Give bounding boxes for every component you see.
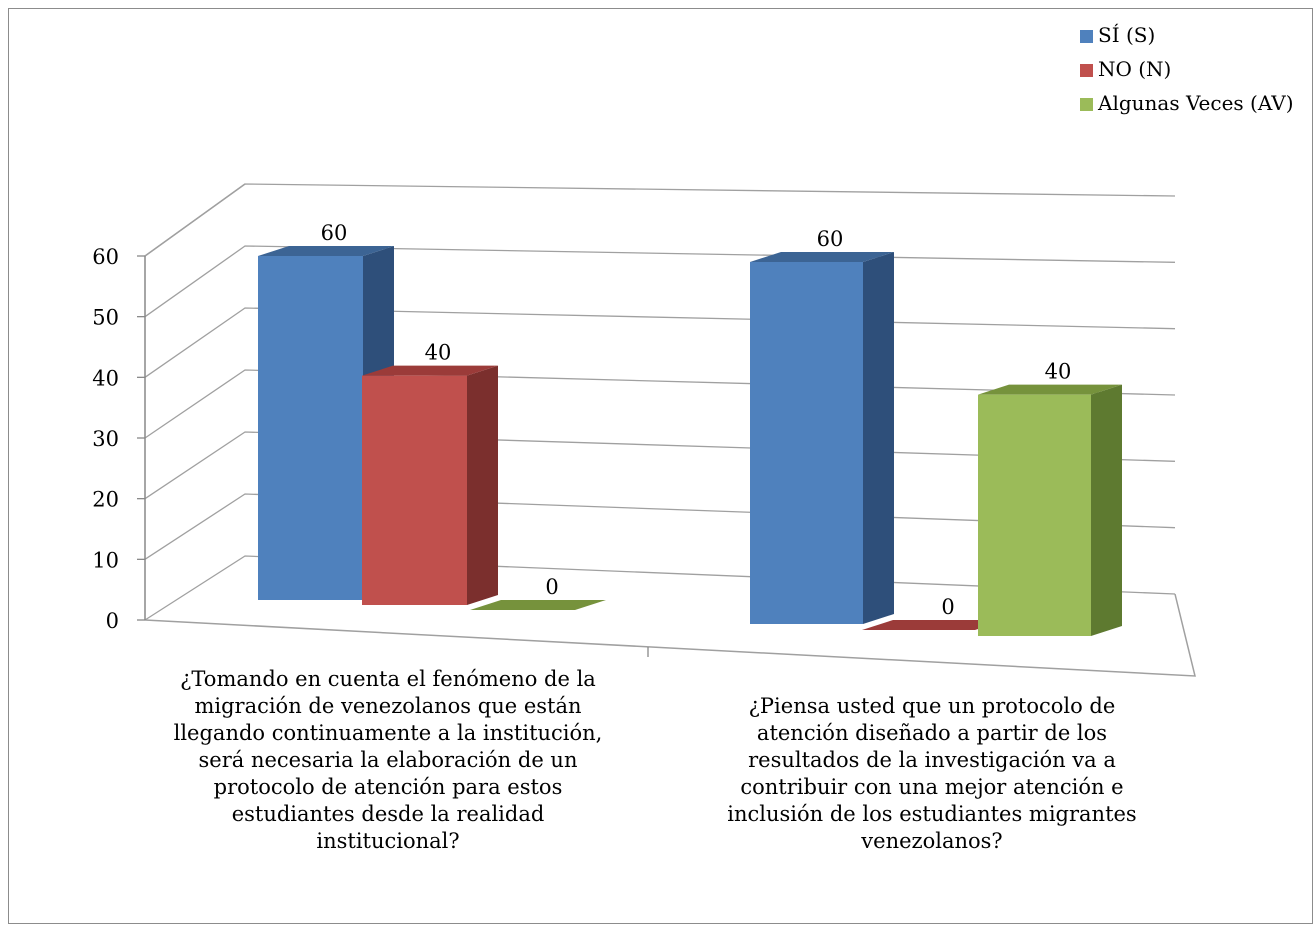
y-tick-label: 30 [92,427,119,451]
category-label-line: venezolanos? [861,829,1003,853]
bar-side [467,365,498,605]
bar-front [978,394,1091,636]
bar-side [863,252,894,624]
bar-top [750,252,894,262]
legend-swatch-no [1080,64,1093,77]
data-labels: 60 60 40 0 0 40 [321,221,1072,619]
bar-top [362,365,498,376]
category-label-line: protocolo de atención para estos [213,775,563,799]
data-label: 40 [1045,360,1072,384]
bar-front [258,256,363,600]
category-label-line: llegando continuamente a la institución, [173,721,603,745]
y-tick-label: 50 [92,306,119,330]
legend-label-si: SÍ (S) [1098,23,1156,47]
category-label-line: inclusión de los estudiantes migrantes [727,802,1137,826]
floor-edge [144,593,1196,677]
legend-swatch-algunas-veces [1080,98,1093,111]
gridline [144,183,1176,257]
bar-top [470,600,606,610]
category-label-line: será necesaria la elaboración de un [198,748,578,772]
bar-front [750,262,863,624]
data-label: 0 [545,575,558,599]
category-label-line: contribuir con una mejor atención e [740,775,1124,799]
legend-label-algunas-veces: Algunas Veces (AV) [1098,91,1294,115]
bar-side [1091,384,1122,636]
legend-swatch-si [1080,30,1093,43]
legend-label-no: NO (N) [1098,57,1172,81]
data-label: 0 [941,595,954,619]
data-label: 40 [425,341,452,365]
y-tick-label: 40 [92,366,119,390]
category-label-line: ¿Piensa usted que un protocolo de [748,694,1116,718]
category-label-2: ¿Piensa usted que un protocolo de atenció… [672,693,1192,855]
category-label-line: institucional? [316,829,460,853]
bars [258,246,1122,636]
category-label-line: ¿Tomando en cuenta el fenómeno de la [180,667,596,691]
y-tick-label: 10 [92,548,119,572]
y-tick-label: 20 [92,488,119,512]
category-label-line: migración de venezolanos que están [194,694,582,718]
category-label-line: resultados de la investigación va a [748,748,1116,772]
bar-top [862,620,1006,630]
bar-top [258,246,394,256]
category-label-1: ¿Tomando en cuenta el fenómeno de la migr… [128,666,648,855]
bar-front [362,375,467,605]
y-tick-label: 60 [92,245,119,269]
category-label-line: estudiantes desde la realidad [231,802,545,826]
data-label: 60 [321,221,348,245]
y-tick-label: 0 [106,609,119,633]
bar-top [978,384,1122,395]
data-label: 60 [817,227,844,251]
category-label-line: atención diseñado a partir de los [756,721,1108,745]
axes: 0 10 20 30 40 50 60 [92,245,649,657]
